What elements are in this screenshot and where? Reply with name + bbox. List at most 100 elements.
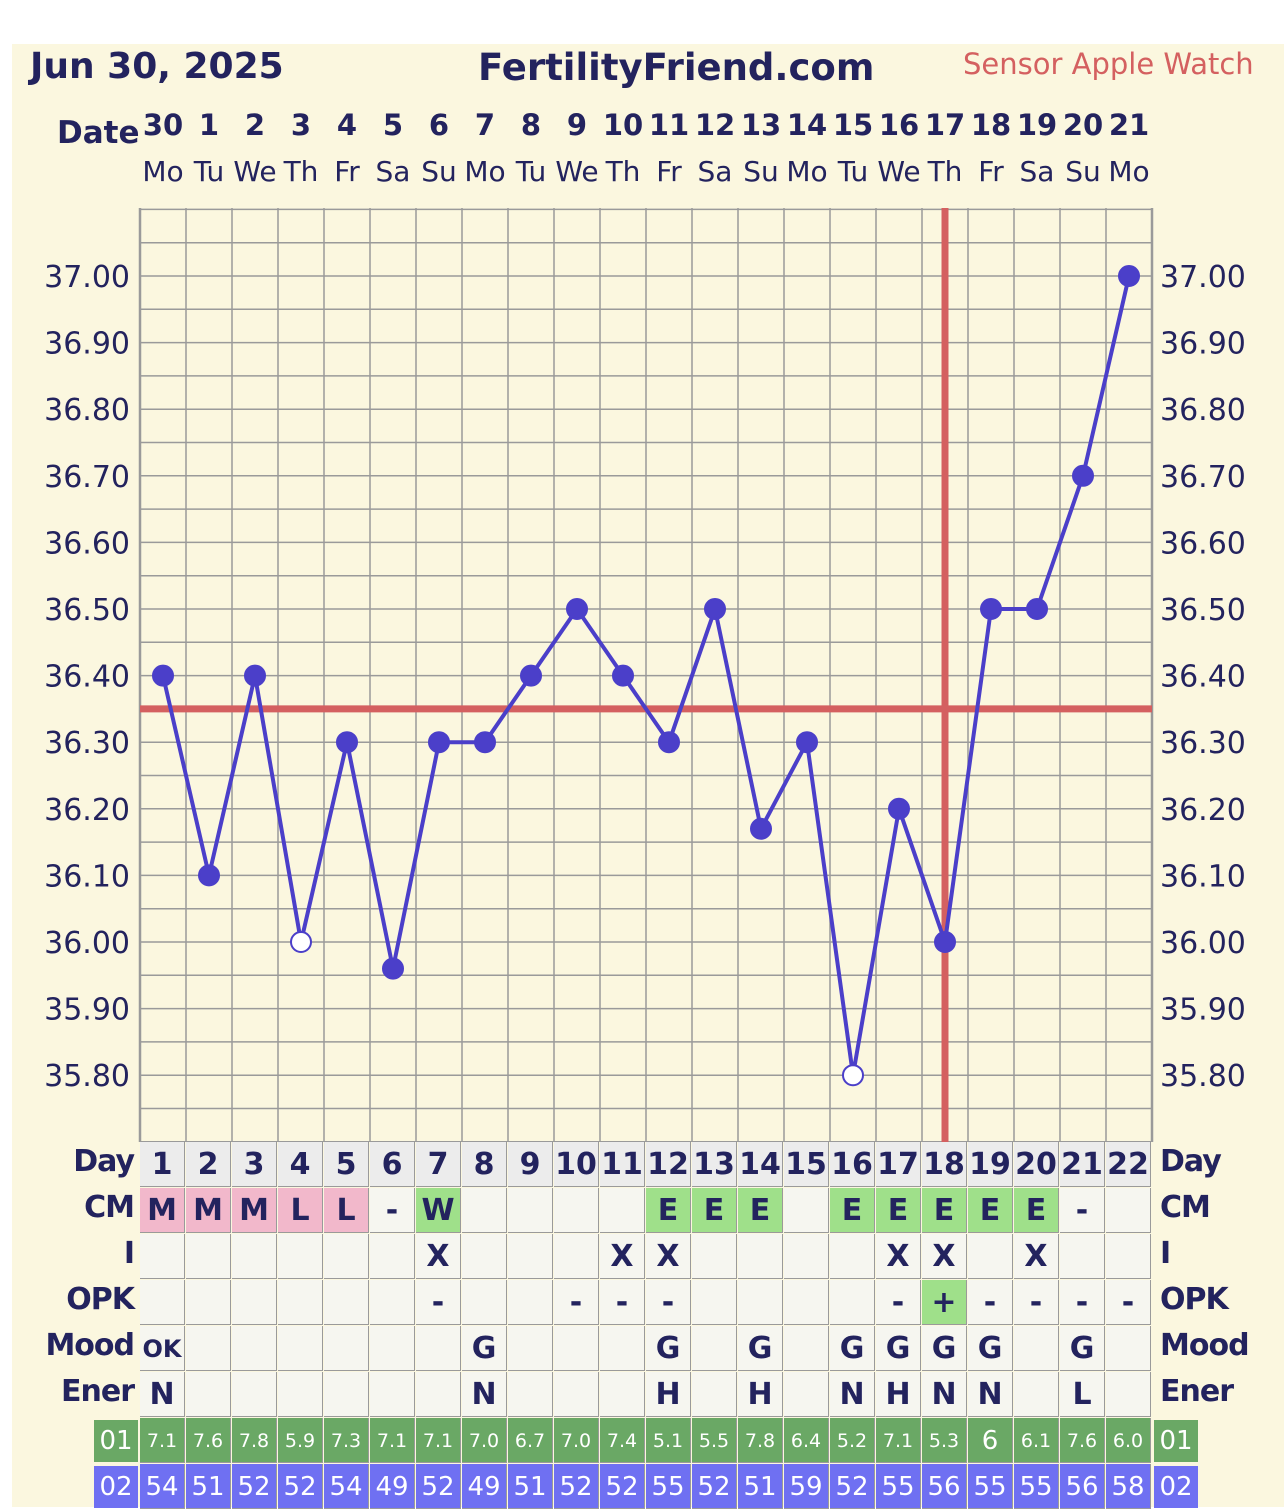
data-point[interactable] (428, 731, 450, 754)
grid-cell-cm[interactable]: E (692, 1188, 737, 1233)
grid-cell-cm[interactable]: - (1060, 1188, 1105, 1233)
grid-cell-cm[interactable]: - (370, 1188, 415, 1233)
grid-cell-ener[interactable] (416, 1372, 461, 1417)
grid-cell-r01[interactable]: 7.0 (462, 1418, 507, 1463)
grid-cell-day[interactable]: 6 (370, 1142, 415, 1187)
grid-cell-i[interactable] (692, 1234, 737, 1279)
grid-cell-r02[interactable]: 49 (370, 1464, 415, 1509)
grid-cell-day[interactable]: 22 (1106, 1142, 1151, 1187)
grid-cell-r02[interactable]: 52 (554, 1464, 599, 1509)
grid-cell-mood[interactable]: G (876, 1326, 921, 1371)
grid-cell-cm[interactable]: E (738, 1188, 783, 1233)
grid-cell-cm[interactable]: M (140, 1188, 185, 1233)
grid-cell-i[interactable] (370, 1234, 415, 1279)
grid-cell-ener[interactable]: N (968, 1372, 1013, 1417)
grid-cell-opk[interactable] (324, 1280, 369, 1325)
grid-cell-ener[interactable] (1014, 1372, 1059, 1417)
data-point[interactable] (566, 598, 588, 620)
grid-cell-opk[interactable]: - (1014, 1280, 1059, 1325)
grid-cell-i[interactable] (232, 1234, 277, 1279)
grid-cell-mood[interactable] (416, 1326, 461, 1371)
data-point[interactable] (750, 817, 772, 840)
grid-cell-cm[interactable]: W (416, 1188, 461, 1233)
grid-cell-ener[interactable]: N (922, 1372, 967, 1417)
grid-cell-cm[interactable]: M (232, 1188, 277, 1233)
data-point[interactable] (290, 931, 312, 953)
grid-cell-r02[interactable]: 52 (600, 1464, 645, 1509)
grid-cell-mood[interactable] (232, 1326, 277, 1371)
grid-cell-day[interactable]: 5 (324, 1142, 369, 1187)
grid-cell-day[interactable]: 2 (186, 1142, 231, 1187)
grid-cell-opk[interactable] (784, 1280, 829, 1325)
grid-cell-day[interactable]: 16 (830, 1142, 875, 1187)
grid-cell-cm[interactable] (600, 1188, 645, 1233)
grid-cell-r01[interactable]: 7.3 (324, 1418, 369, 1463)
grid-cell-r01[interactable]: 7.4 (600, 1418, 645, 1463)
grid-cell-ener[interactable] (508, 1372, 553, 1417)
grid-cell-opk[interactable] (830, 1280, 875, 1325)
grid-cell-mood[interactable]: G (830, 1326, 875, 1371)
grid-cell-day[interactable]: 9 (508, 1142, 553, 1187)
grid-cell-mood[interactable] (1014, 1326, 1059, 1371)
grid-cell-i[interactable]: X (1014, 1234, 1059, 1279)
grid-cell-mood[interactable] (370, 1326, 415, 1371)
grid-cell-r02[interactable]: 52 (278, 1464, 323, 1509)
grid-cell-day[interactable]: 18 (922, 1142, 967, 1187)
grid-cell-day[interactable]: 7 (416, 1142, 461, 1187)
grid-cell-opk[interactable] (508, 1280, 553, 1325)
grid-cell-i[interactable] (554, 1234, 599, 1279)
grid-cell-opk[interactable]: - (876, 1280, 921, 1325)
data-point[interactable] (1118, 265, 1140, 287)
data-point[interactable] (658, 731, 680, 754)
grid-cell-ener[interactable] (554, 1372, 599, 1417)
grid-cell-r02[interactable]: 58 (1106, 1464, 1151, 1509)
grid-cell-ener[interactable] (600, 1372, 645, 1417)
grid-cell-cm[interactable] (508, 1188, 553, 1233)
grid-cell-i[interactable] (784, 1234, 829, 1279)
grid-cell-mood[interactable] (1106, 1326, 1151, 1371)
data-point[interactable] (796, 731, 818, 754)
grid-cell-i[interactable] (968, 1234, 1013, 1279)
data-point[interactable] (474, 731, 496, 754)
data-point[interactable] (198, 864, 220, 887)
grid-cell-r01[interactable]: 7.8 (232, 1418, 277, 1463)
grid-cell-r01[interactable]: 6 (968, 1418, 1013, 1463)
grid-cell-cm[interactable]: L (278, 1188, 323, 1233)
data-point[interactable] (704, 598, 726, 620)
grid-cell-r01[interactable]: 5.1 (646, 1418, 691, 1463)
grid-cell-cm[interactable] (1106, 1188, 1151, 1233)
data-point[interactable] (152, 664, 174, 687)
grid-cell-i[interactable]: X (876, 1234, 921, 1279)
grid-cell-opk[interactable]: - (416, 1280, 461, 1325)
grid-cell-opk[interactable]: - (554, 1280, 599, 1325)
grid-cell-r01[interactable]: 6.4 (784, 1418, 829, 1463)
grid-cell-i[interactable] (462, 1234, 507, 1279)
grid-cell-i[interactable] (508, 1234, 553, 1279)
grid-cell-day[interactable]: 21 (1060, 1142, 1105, 1187)
grid-cell-i[interactable] (1106, 1234, 1151, 1279)
grid-cell-opk[interactable] (232, 1280, 277, 1325)
grid-cell-mood[interactable] (324, 1326, 369, 1371)
grid-cell-cm[interactable]: E (922, 1188, 967, 1233)
grid-cell-day[interactable]: 20 (1014, 1142, 1059, 1187)
site-title[interactable]: FertilityFriend.com (478, 46, 875, 89)
grid-cell-mood[interactable] (784, 1326, 829, 1371)
grid-cell-r02[interactable]: 49 (462, 1464, 507, 1509)
grid-cell-r02[interactable]: 54 (324, 1464, 369, 1509)
grid-cell-mood[interactable]: G (968, 1326, 1013, 1371)
grid-cell-cm[interactable] (784, 1188, 829, 1233)
grid-cell-r02[interactable]: 51 (508, 1464, 553, 1509)
grid-cell-opk[interactable]: + (922, 1280, 967, 1325)
grid-cell-mood[interactable]: OK (140, 1326, 185, 1371)
grid-cell-ener[interactable]: H (876, 1372, 921, 1417)
grid-cell-cm[interactable]: E (1014, 1188, 1059, 1233)
grid-cell-r02[interactable]: 52 (692, 1464, 737, 1509)
grid-cell-r02[interactable]: 55 (876, 1464, 921, 1509)
grid-cell-cm[interactable]: E (968, 1188, 1013, 1233)
grid-cell-i[interactable] (324, 1234, 369, 1279)
data-point[interactable] (244, 664, 266, 687)
data-point[interactable] (612, 664, 634, 687)
grid-cell-day[interactable]: 19 (968, 1142, 1013, 1187)
grid-cell-mood[interactable]: G (646, 1326, 691, 1371)
grid-cell-cm[interactable]: M (186, 1188, 231, 1233)
